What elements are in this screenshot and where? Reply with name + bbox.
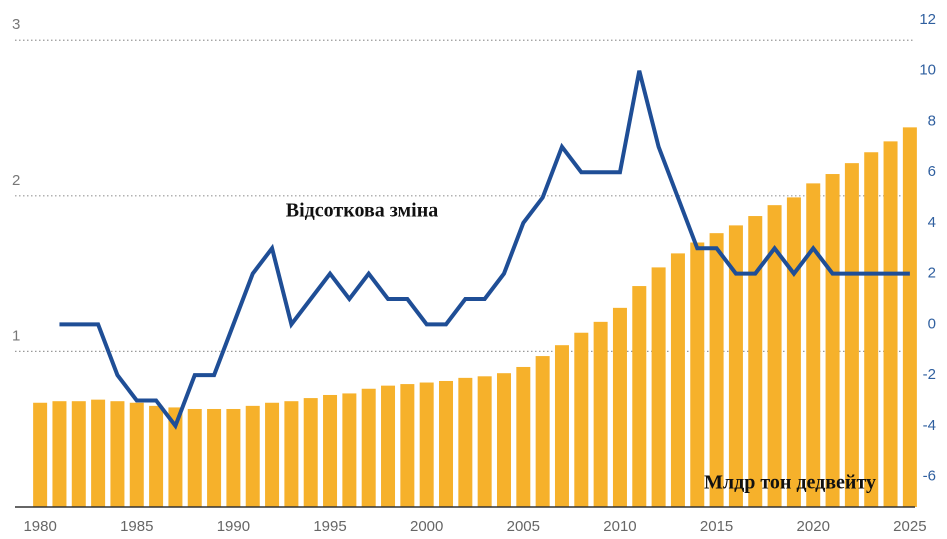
bar: [670, 253, 685, 507]
y-tick-label: 2: [12, 172, 20, 189]
bar: [400, 384, 415, 507]
bar: [342, 393, 357, 507]
y2-tick-label: 6: [928, 163, 936, 180]
bar: [129, 402, 144, 507]
bar: [554, 345, 569, 507]
bar: [419, 382, 434, 507]
x-tick-label: 2010: [603, 518, 636, 535]
x-tick-label: 2025: [893, 518, 926, 535]
bar: [33, 402, 48, 507]
bar: [477, 376, 492, 507]
x-tick-label: 1990: [217, 518, 250, 535]
y2-tick-label: 2: [928, 265, 936, 282]
bar: [265, 402, 280, 507]
line: [59, 70, 910, 430]
y2-tick-label: -2: [923, 366, 936, 383]
bar: [207, 408, 222, 507]
y2-tick-label: 8: [928, 112, 936, 129]
bar: [864, 152, 879, 508]
y2-tick-label: 12: [919, 11, 936, 28]
x-tick-label: 2005: [507, 518, 540, 535]
bar: [902, 127, 917, 508]
bar: [883, 141, 898, 507]
bar: [245, 405, 260, 507]
bar: [284, 401, 299, 507]
bar: [323, 394, 338, 507]
y2-tick-label: 4: [928, 214, 936, 231]
y2-tick-label: 10: [919, 62, 936, 79]
bar: [574, 332, 589, 507]
bar: [786, 197, 801, 508]
bar: [767, 205, 782, 507]
bar: [149, 405, 164, 507]
bar: [458, 377, 473, 507]
x-tick-label: 1995: [313, 518, 346, 535]
bar: [825, 174, 840, 507]
bar: [381, 385, 396, 507]
bar: [226, 408, 241, 507]
bar: [439, 380, 454, 507]
bar: [361, 388, 376, 507]
bar: [52, 401, 67, 507]
bar: [690, 242, 705, 507]
bar: [303, 398, 318, 507]
bar: [844, 163, 859, 507]
axis-annotation: Млдр тон дедвейту: [704, 472, 876, 494]
bar: [91, 399, 106, 507]
bar: [612, 307, 627, 507]
x-tick-label: 1985: [120, 518, 153, 535]
y-tick-label: 3: [12, 16, 20, 33]
x-tick-label: 2000: [410, 518, 443, 535]
bar: [516, 366, 531, 507]
bar: [187, 408, 202, 507]
y-tick-label: 1: [12, 327, 20, 344]
y2-tick-label: 0: [928, 315, 936, 332]
x-tick-label: 2015: [700, 518, 733, 535]
y2-tick-label: -4: [923, 417, 936, 434]
bar: [709, 233, 724, 508]
bar: [71, 401, 86, 507]
bar: [535, 356, 550, 507]
bar: [110, 401, 125, 507]
x-tick-label: 1980: [23, 518, 56, 535]
bar: [651, 267, 666, 507]
bar: [496, 373, 511, 507]
bar: [632, 286, 647, 507]
bar: [728, 225, 743, 507]
bar: [168, 407, 183, 507]
x-tick-label: 2020: [797, 518, 830, 535]
bar: [748, 216, 763, 507]
bar: [593, 321, 608, 507]
y2-tick-label: -6: [923, 468, 936, 485]
line-annotation: Відсоткова зміна: [286, 200, 438, 222]
bar: [806, 183, 821, 507]
